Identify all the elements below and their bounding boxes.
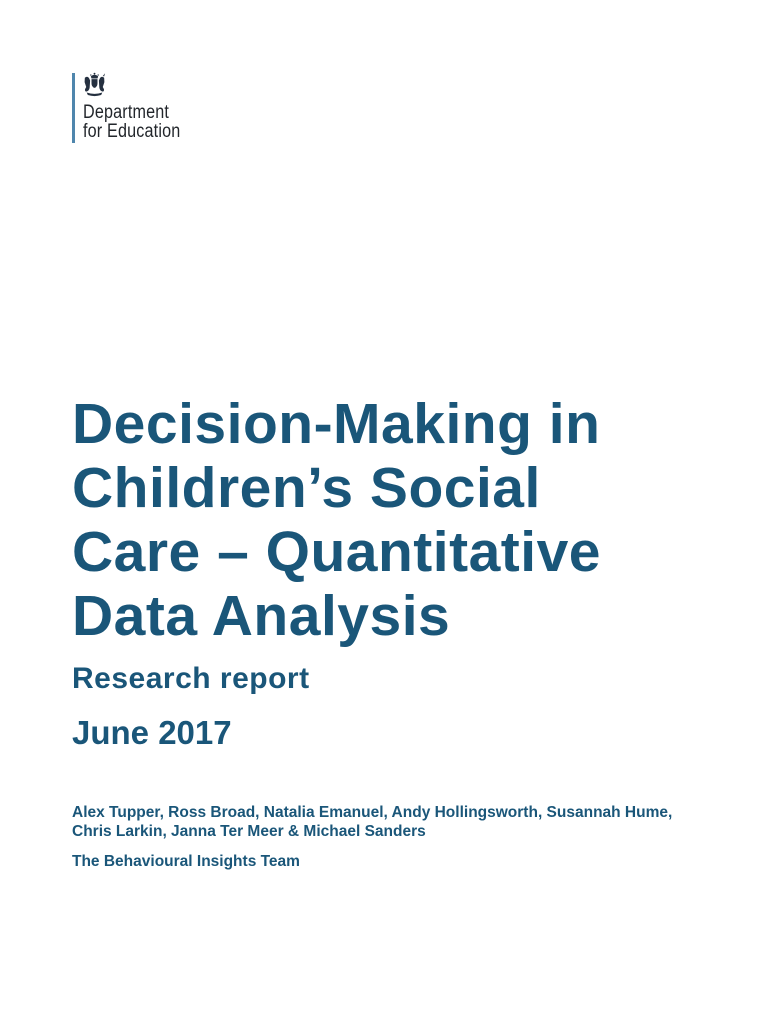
authors-line1: Alex Tupper, Ross Broad, Natalia Emanuel… bbox=[72, 804, 673, 821]
report-title: Decision-Making in Children’s Social Car… bbox=[72, 392, 601, 648]
report-title-line1: Decision-Making in bbox=[72, 392, 601, 456]
report-title-line3: Care – Quantitative bbox=[72, 520, 602, 584]
logo-vertical-bar bbox=[72, 73, 75, 143]
logo-text: Department for Education bbox=[83, 103, 180, 141]
authors-line2: Chris Larkin, Janna Ter Meer & Michael S… bbox=[72, 823, 426, 840]
logo-name-line2: for Education bbox=[83, 121, 181, 142]
report-authors: Alex Tupper, Ross Broad, Natalia Emanuel… bbox=[72, 803, 672, 841]
report-date: June 2017 bbox=[72, 714, 232, 751]
report-title-line4: Data Analysis bbox=[72, 584, 451, 648]
report-organisation: The Behavioural Insights Team bbox=[72, 853, 300, 870]
royal-crest-icon bbox=[84, 72, 106, 97]
logo-name-line1: Department bbox=[83, 102, 170, 123]
report-title-line2: Children’s Social bbox=[72, 456, 541, 520]
report-subtitle: Research report bbox=[72, 662, 310, 695]
